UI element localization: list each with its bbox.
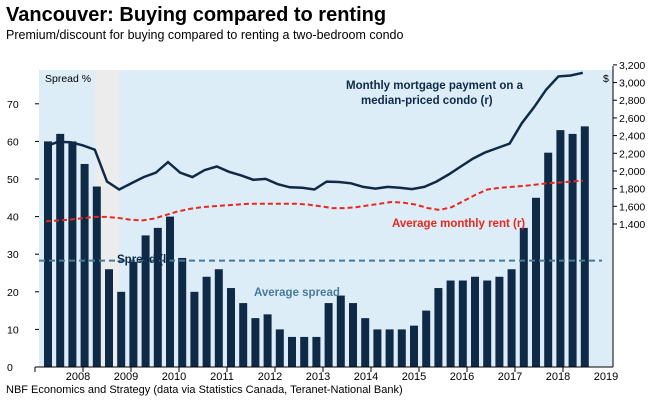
spread-bar: [117, 291, 126, 367]
x-tick-label: 2013: [306, 371, 330, 383]
spread-annotation: Spread (l): [117, 254, 170, 266]
x-tick-label: 2012: [258, 371, 282, 383]
spread-bar: [373, 329, 382, 367]
x-tick-label: 2011: [210, 371, 234, 383]
spread-bars: [44, 126, 589, 367]
spread-bar: [263, 314, 272, 367]
x-tick-label: 2010: [162, 371, 186, 383]
left-tick-label: 40: [7, 212, 19, 224]
mortgage-line: [45, 71, 584, 191]
left-tick-label: 10: [7, 324, 19, 336]
source-note: NBF Economics and Strategy (data via Sta…: [6, 384, 403, 396]
mortgage-annotation-line-2: median-priced condo (r): [361, 95, 493, 107]
spread-bar: [556, 130, 565, 367]
left-axis-label: Spread %: [45, 73, 91, 85]
x-tick-label: 2009: [114, 371, 138, 383]
x-tick-label: 2008: [66, 371, 90, 383]
spread-bar: [519, 227, 528, 367]
right-tick-label: 2,800: [619, 95, 645, 107]
spread-bar: [532, 197, 540, 367]
spread-bar: [300, 336, 309, 367]
x-axis: 2008 2009 2010 2011 2012 2013 2014 2015 2016 2017…: [34, 367, 618, 383]
spread-bar: [178, 257, 187, 367]
right-tick-label: 1,400: [619, 219, 645, 231]
left-tick-label: 70: [7, 99, 19, 111]
left-tick-label: 0: [7, 362, 13, 374]
x-tick-label: 2018: [546, 371, 570, 383]
x-tick-label: 2017: [498, 371, 522, 383]
spread-bar: [80, 163, 89, 367]
spread-bar: [410, 325, 418, 367]
spread-bar: [44, 141, 52, 367]
spread-bar: [275, 329, 284, 367]
spread-bar: [214, 269, 223, 367]
left-tick-label: 30: [7, 249, 19, 261]
spread-bar: [422, 310, 431, 367]
left-tick-label: 20: [7, 287, 19, 299]
left-axis: 0 10 20 30 40 50 60 70: [7, 99, 39, 374]
spread-bar: [312, 336, 321, 367]
spread-bar: [458, 280, 467, 367]
right-tick-label: 3,200: [619, 60, 645, 72]
spread-bar: [92, 186, 101, 367]
spread-bar: [141, 235, 150, 367]
rent-annotation: Average monthly rent (r): [392, 218, 525, 230]
spread-bar: [361, 318, 370, 367]
right-tick-label: 2,400: [619, 131, 645, 143]
right-tick-label: 1,800: [619, 184, 645, 196]
spread-bar: [105, 269, 113, 367]
spread-bar: [251, 318, 260, 367]
spread-bar: [446, 280, 455, 367]
spread-bar: [385, 329, 394, 367]
x-tick-label: 2016: [450, 371, 474, 383]
spread-bar: [495, 276, 504, 367]
spread-bar: [190, 291, 199, 367]
right-tick-label: 3,000: [619, 78, 645, 90]
right-tick-label: 1,600: [619, 201, 645, 213]
right-tick-label: 2,600: [619, 113, 645, 125]
spread-bar: [349, 303, 357, 367]
right-axis: 1,400 1,600 1,800 2,000 2,200 2,400 2,600 2,800…: [613, 60, 645, 231]
spread-bar: [483, 280, 492, 367]
average-spread-annotation: Average spread: [254, 287, 340, 299]
chart-subtitle: Premium/discount for buying compared to …: [6, 28, 404, 42]
left-tick-label: 50: [7, 174, 19, 186]
left-tick-label: 60: [7, 136, 19, 148]
spread-bar: [288, 336, 296, 367]
spread-bar: [227, 288, 235, 367]
spread-bar: [434, 288, 443, 367]
spread-bar: [397, 329, 406, 367]
x-tick-label: 2015: [402, 371, 426, 383]
mortgage-annotation-line-1: Monthly mortgage payment on a: [346, 80, 524, 92]
spread-bar: [544, 152, 553, 367]
spread-bar: [580, 126, 589, 367]
right-tick-label: 2,000: [619, 166, 645, 178]
x-tick-label: 2019: [594, 371, 618, 383]
spread-bar: [507, 269, 516, 367]
x-tick-label: 2014: [354, 371, 378, 383]
right-tick-label: 2,200: [619, 148, 645, 160]
spread-bar: [568, 133, 577, 367]
spread-bar: [471, 276, 479, 367]
spread-bar: [324, 303, 333, 367]
spread-bar: [56, 133, 65, 367]
spread-bar: [336, 295, 345, 367]
chart-title: Vancouver: Buying compared to renting: [6, 4, 387, 26]
rent-line: [45, 179, 583, 223]
spread-bar: [239, 303, 248, 367]
spread-bar: [68, 141, 77, 367]
spread-bar: [129, 261, 138, 367]
spread-bar: [166, 216, 174, 367]
spread-bar: [153, 227, 162, 367]
spread-bar: [202, 276, 211, 367]
right-axis-label: $: [603, 73, 609, 85]
